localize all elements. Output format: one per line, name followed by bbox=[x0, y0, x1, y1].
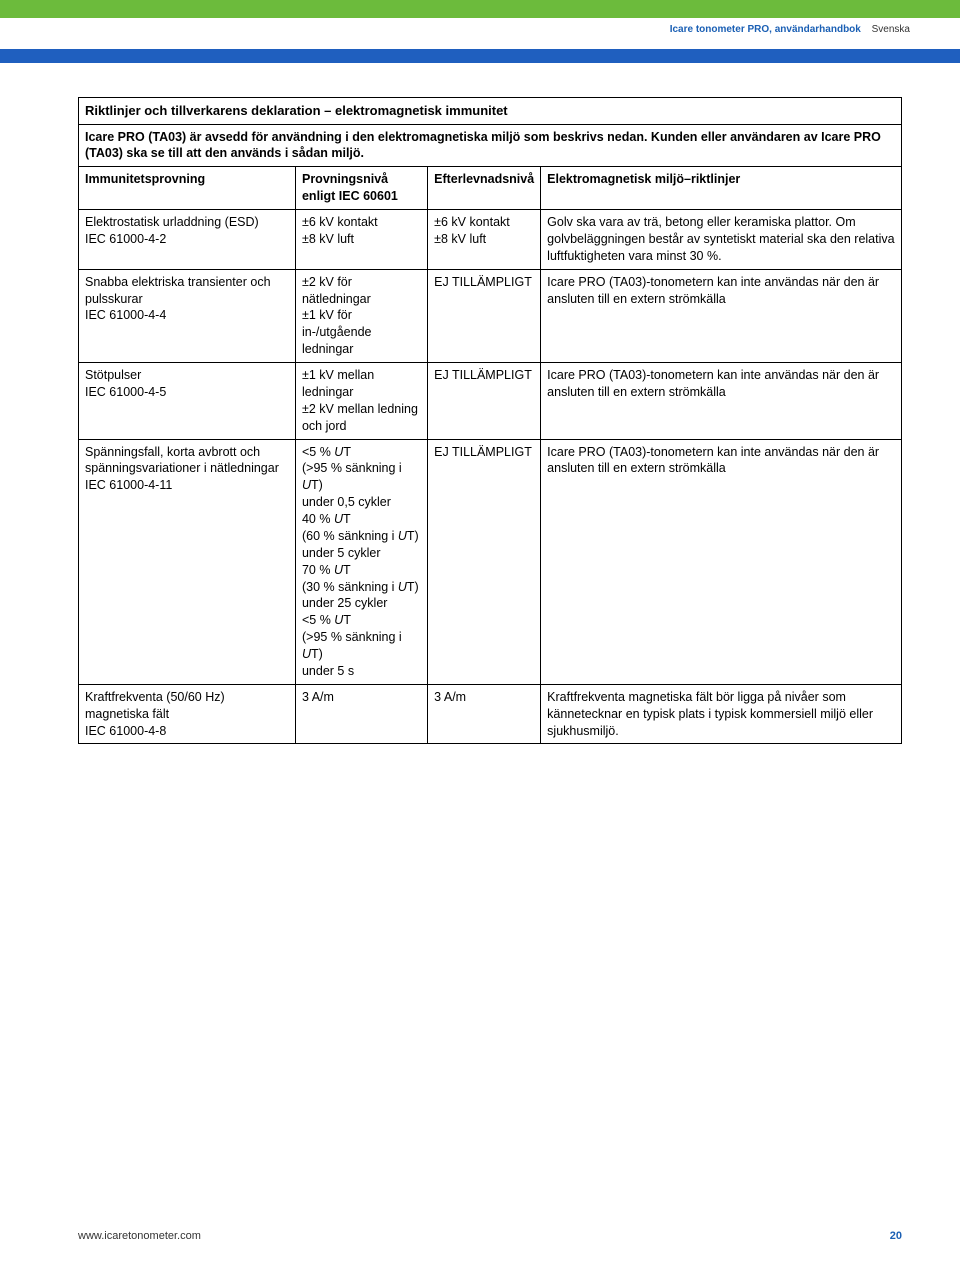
emc-immunity-table: Riktlinjer och tillverkarens deklaration… bbox=[78, 97, 902, 744]
cell-test: Snabba elektriska transienter och pulssk… bbox=[79, 269, 296, 362]
cell-guidance: Icare PRO (TA03)-tonometern kan inte anv… bbox=[541, 439, 902, 684]
cell-compliance: EJ TILLÄMPLIGT bbox=[428, 269, 541, 362]
cell-level: ±1 kV mellan ledningar±2 kV mellan ledni… bbox=[295, 363, 427, 440]
cell-compliance: 3 A/m bbox=[428, 684, 541, 744]
col-header-level: Provningsnivå enligt IEC 60601 bbox=[295, 167, 427, 210]
cell-test: StötpulserIEC 61000-4-5 bbox=[79, 363, 296, 440]
cell-compliance: ±6 kV kontakt±8 kV luft bbox=[428, 210, 541, 270]
table-intro: Icare PRO (TA03) är avsedd för användnin… bbox=[79, 124, 902, 167]
cell-guidance: Icare PRO (TA03)-tonometern kan inte anv… bbox=[541, 269, 902, 362]
cell-guidance: Kraftfrekventa magnetiska fält bör ligga… bbox=[541, 684, 902, 744]
table-row: StötpulserIEC 61000-4-5±1 kV mellan ledn… bbox=[79, 363, 902, 440]
blue-bar bbox=[0, 49, 960, 63]
cell-compliance: EJ TILLÄMPLIGT bbox=[428, 439, 541, 684]
table-row: Kraftfrekventa (50/60 Hz) magnetiska fäl… bbox=[79, 684, 902, 744]
cell-level: ±2 kV för nätledningar±1 kV för in-/utgå… bbox=[295, 269, 427, 362]
table-row: Elektrostatisk urladdning (ESD)IEC 61000… bbox=[79, 210, 902, 270]
cell-guidance: Icare PRO (TA03)-tonometern kan inte anv… bbox=[541, 363, 902, 440]
top-green-bar bbox=[0, 0, 960, 18]
table-row: Spänningsfall, korta avbrott och spännin… bbox=[79, 439, 902, 684]
header-line: Icare tonometer PRO, användarhandbok Sve… bbox=[0, 18, 960, 35]
cell-level: ±6 kV kontakt±8 kV luft bbox=[295, 210, 427, 270]
cell-compliance: EJ TILLÄMPLIGT bbox=[428, 363, 541, 440]
header-lang: Svenska bbox=[872, 24, 910, 35]
col-header-compliance: Efterlevnadsnivå bbox=[428, 167, 541, 210]
cell-level: <5 % UT(>95 % sänkning i UT)under 0,5 cy… bbox=[295, 439, 427, 684]
page-footer: www.icaretonometer.com 20 bbox=[78, 1230, 902, 1242]
cell-test: Spänningsfall, korta avbrott och spännin… bbox=[79, 439, 296, 684]
cell-test: Kraftfrekventa (50/60 Hz) magnetiska fäl… bbox=[79, 684, 296, 744]
footer-page-number: 20 bbox=[890, 1230, 902, 1242]
page-content: Riktlinjer och tillverkarens deklaration… bbox=[0, 63, 960, 744]
col-header-test: Immunitetsprovning bbox=[79, 167, 296, 210]
cell-level: 3 A/m bbox=[295, 684, 427, 744]
cell-test: Elektrostatisk urladdning (ESD)IEC 61000… bbox=[79, 210, 296, 270]
col-header-guidance: Elektromagnetisk miljö–riktlinjer bbox=[541, 167, 902, 210]
cell-guidance: Golv ska vara av trä, betong eller keram… bbox=[541, 210, 902, 270]
table-title: Riktlinjer och tillverkarens deklaration… bbox=[79, 98, 902, 125]
header-product: Icare tonometer PRO, användarhandbok bbox=[670, 24, 861, 35]
table-row: Snabba elektriska transienter och pulssk… bbox=[79, 269, 902, 362]
footer-url: www.icaretonometer.com bbox=[78, 1230, 201, 1242]
table-header-row: Immunitetsprovning Provningsnivå enligt … bbox=[79, 167, 902, 210]
